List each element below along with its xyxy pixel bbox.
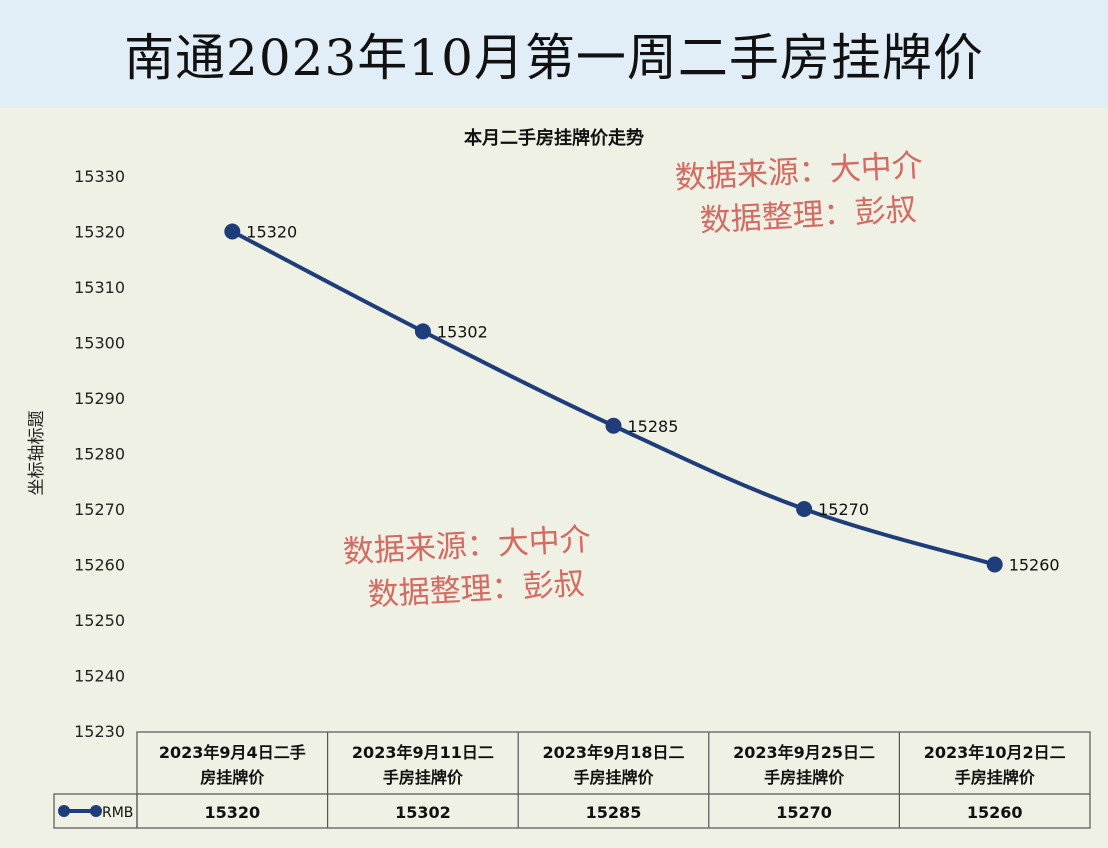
y-tick-label: 15270 bbox=[74, 500, 125, 519]
y-tick-label: 15300 bbox=[74, 334, 125, 353]
data-label: 15270 bbox=[818, 500, 869, 519]
x-category-label: 2023年9月4日二手 bbox=[159, 743, 306, 762]
data-table-value: 15302 bbox=[395, 803, 451, 822]
data-point bbox=[986, 556, 1003, 573]
data-label: 15302 bbox=[437, 322, 488, 341]
y-tick-label: 15230 bbox=[74, 722, 125, 741]
chart-area: 本月二手房挂牌价走势坐标轴标题 15230 15240 15250 15260 15270… bbox=[0, 108, 1108, 848]
legend-marker bbox=[90, 805, 102, 817]
data-table-value: 15270 bbox=[776, 803, 832, 822]
y-tick-label: 15250 bbox=[74, 611, 125, 630]
chart-title: 本月二手房挂牌价走势 bbox=[464, 127, 644, 149]
data-label: 15285 bbox=[628, 417, 679, 436]
data-label: 15260 bbox=[1009, 556, 1060, 575]
x-category-label: 手房挂牌价 bbox=[573, 768, 654, 787]
y-tick-label: 15260 bbox=[74, 556, 125, 575]
x-category-label: 手房挂牌价 bbox=[383, 768, 464, 787]
data-table-border bbox=[136, 731, 1091, 829]
data-point bbox=[224, 223, 241, 240]
x-category-label: 2023年10月2日二 bbox=[924, 743, 1066, 762]
x-category-label: 2023年9月25日二 bbox=[733, 743, 875, 762]
y-axis-title: 坐标轴标题 bbox=[27, 411, 47, 496]
y-tick-label: 15320 bbox=[74, 223, 125, 242]
y-tick-label: 15330 bbox=[74, 167, 125, 186]
legend-marker bbox=[58, 805, 70, 817]
data-table-value: 15320 bbox=[204, 803, 260, 822]
banner: 南通2023年10月第一周二手房挂牌价 bbox=[0, 0, 1108, 108]
data-point bbox=[414, 323, 431, 340]
x-category-label: 2023年9月18日二 bbox=[543, 743, 685, 762]
y-tick-label: 15240 bbox=[74, 667, 125, 686]
data-table-legend-cell bbox=[53, 793, 138, 829]
y-tick-label: 15280 bbox=[74, 445, 125, 464]
x-category-label: 手房挂牌价 bbox=[955, 768, 1036, 787]
data-point bbox=[605, 417, 622, 434]
watermark-bottom: 数据来源：大中介 数据整理：彭叔 bbox=[342, 518, 594, 619]
page-title: 南通2023年10月第一周二手房挂牌价 bbox=[124, 29, 984, 87]
y-tick-label: 15290 bbox=[74, 389, 125, 408]
legend-label: RMB bbox=[102, 805, 133, 821]
data-point bbox=[796, 501, 813, 517]
watermark-top: 数据来源：大中介 数据整理：彭叔 bbox=[674, 144, 926, 245]
data-table-value: 15285 bbox=[586, 803, 642, 822]
x-category-label: 2023年9月11日二 bbox=[352, 743, 494, 762]
data-table-value: 15260 bbox=[967, 803, 1023, 822]
data-label: 15320 bbox=[246, 223, 297, 242]
x-category-label: 房挂牌价 bbox=[200, 768, 265, 787]
y-tick-label: 15310 bbox=[74, 278, 125, 297]
x-category-label: 手房挂牌价 bbox=[764, 768, 845, 787]
series-line-rmb bbox=[230, 229, 997, 567]
